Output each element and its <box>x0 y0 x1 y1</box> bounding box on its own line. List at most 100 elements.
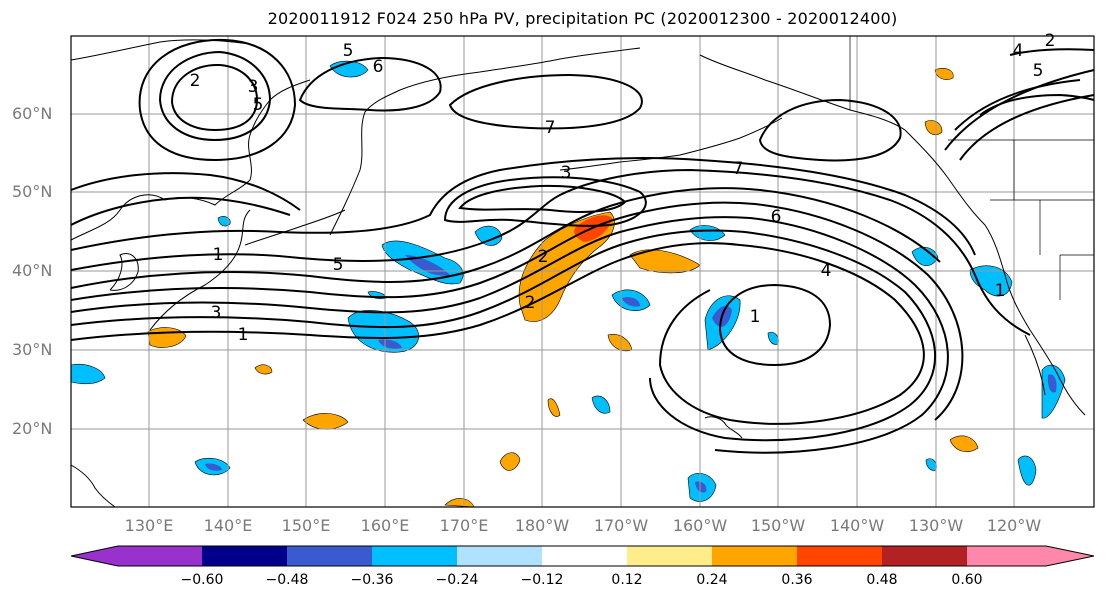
coastline-philippines <box>70 464 116 508</box>
precip-positive-patch <box>934 68 954 80</box>
pv-contour <box>954 79 1081 131</box>
contour-label: 1 <box>995 281 1006 301</box>
coastline-kuril <box>244 209 346 246</box>
colorbar <box>70 545 1095 567</box>
colorbar-tick-label: −0.60 <box>180 572 224 588</box>
lat-label-40n: 40°N <box>12 261 53 280</box>
lat-label-60n: 60°N <box>12 104 53 123</box>
precip-negative-patch <box>1017 455 1037 486</box>
pv-contour <box>70 216 949 454</box>
precip-negative-patch <box>911 246 939 266</box>
contour-label: 3 <box>248 77 259 97</box>
pv-contour <box>70 242 925 425</box>
colorbar-bin <box>967 546 1047 566</box>
lon-label: 130°W <box>908 516 964 535</box>
colorbar-bin <box>797 546 883 566</box>
precip-positive-patch <box>302 413 349 430</box>
precip-moderate-negative-patch <box>378 339 402 349</box>
lon-label: 130°E <box>124 516 174 535</box>
lon-label: 120°W <box>986 516 1042 535</box>
precip-negative-patch <box>347 310 419 353</box>
contour-label: 7 <box>545 118 556 138</box>
colorbar-tick-label: 0.36 <box>781 572 813 588</box>
pv-contour <box>758 98 902 162</box>
pv-contour <box>170 63 259 132</box>
colorbar-bin <box>627 546 713 566</box>
lon-label: 180°W <box>514 516 570 535</box>
contour-label: 2 <box>190 71 201 91</box>
precip-positive-patch <box>254 364 273 375</box>
coastline-north-america-west <box>904 129 1086 416</box>
contour-label: 6 <box>771 207 782 227</box>
coastline-kamchatka <box>329 89 401 236</box>
coastline-japan <box>149 209 251 331</box>
colorbar-extend-low <box>71 546 118 566</box>
colorbar-outline <box>70 545 1095 567</box>
contour-label: 5 <box>253 95 264 115</box>
colorbar-tick-label: −0.48 <box>265 572 309 588</box>
contour-label: 1 <box>238 325 249 345</box>
colorbar-bin <box>712 546 798 566</box>
precip-positive-patch <box>924 120 943 135</box>
colorbar-tick-label: −0.24 <box>435 572 479 588</box>
pv-contour <box>443 176 647 227</box>
precip-moderate-negative-patch <box>205 463 222 471</box>
contour-label: 2 <box>538 247 549 267</box>
lon-label: 140°E <box>203 516 253 535</box>
precip-positive-patch <box>499 452 521 471</box>
pv-contour <box>70 172 301 211</box>
colorbar-bin <box>542 546 628 566</box>
colorbar-tick-label: 0.12 <box>611 572 643 588</box>
precip-negative-patch <box>969 265 1013 297</box>
precip-moderate-negative-patch <box>622 297 640 307</box>
colorbar-bin <box>372 546 458 566</box>
colorbar-extend-high <box>1046 546 1094 566</box>
colorbar-tick-label: −0.36 <box>350 572 394 588</box>
contour-label: 1 <box>213 245 224 265</box>
contour-label: 3 <box>561 163 572 183</box>
precip-negative-patch <box>70 363 106 385</box>
lat-label-20n: 20°N <box>12 419 53 438</box>
pv-contour <box>458 184 627 213</box>
contour-label: 5 <box>343 41 354 61</box>
colorbar-bin <box>457 546 543 566</box>
pv-contour <box>944 69 1095 151</box>
lon-label: 170°W <box>593 516 649 535</box>
coastline-aleutian <box>559 117 783 171</box>
contour-labels: 5 6 2 3 5 7 7 3 6 1 5 2 2 1 3 4 1 5 4 1 … <box>190 31 1056 345</box>
lat-label-30n: 30°N <box>12 340 53 359</box>
lat-label-50n: 50°N <box>12 182 53 201</box>
lon-label: 160°W <box>672 516 728 535</box>
colorbar-bin <box>882 546 968 566</box>
contour-label: 4 <box>1013 41 1024 61</box>
precip-negative-patch <box>591 395 611 414</box>
precip-negative-patch <box>217 216 231 227</box>
pv-contour <box>70 201 964 421</box>
pv-contour <box>70 196 291 226</box>
political-boundaries <box>849 36 1094 300</box>
pv-contour <box>718 283 832 367</box>
contour-label: 1 <box>750 307 761 327</box>
contour-label: 5 <box>1033 61 1044 81</box>
colorbar-bin <box>287 546 373 566</box>
colorbar-tick-label: 0.48 <box>866 572 898 588</box>
coastline-baja <box>1024 334 1046 396</box>
lon-label: 170°E <box>439 516 489 535</box>
pv-contour <box>70 157 976 256</box>
coastline-korea <box>109 253 139 291</box>
precip-positive-patch <box>547 398 561 417</box>
pv-contour <box>158 50 272 142</box>
contour-label: 6 <box>373 57 384 77</box>
pv-contour <box>138 38 297 162</box>
pv-contour <box>448 73 643 130</box>
pv-contour <box>1009 48 1095 56</box>
pv-contour <box>959 94 1095 161</box>
precip-moderate-negative-patch <box>695 481 707 493</box>
colorbar-tick-label: −0.12 <box>520 572 564 588</box>
map-title: 2020011912 F024 250 hPa PV, precipitatio… <box>267 9 898 28</box>
contour-label: 2 <box>525 293 536 313</box>
precip-moderate-negative-patch <box>1047 374 1057 393</box>
lon-label: 140°W <box>829 516 885 535</box>
colorbar-tick-label: 0.60 <box>951 572 983 588</box>
